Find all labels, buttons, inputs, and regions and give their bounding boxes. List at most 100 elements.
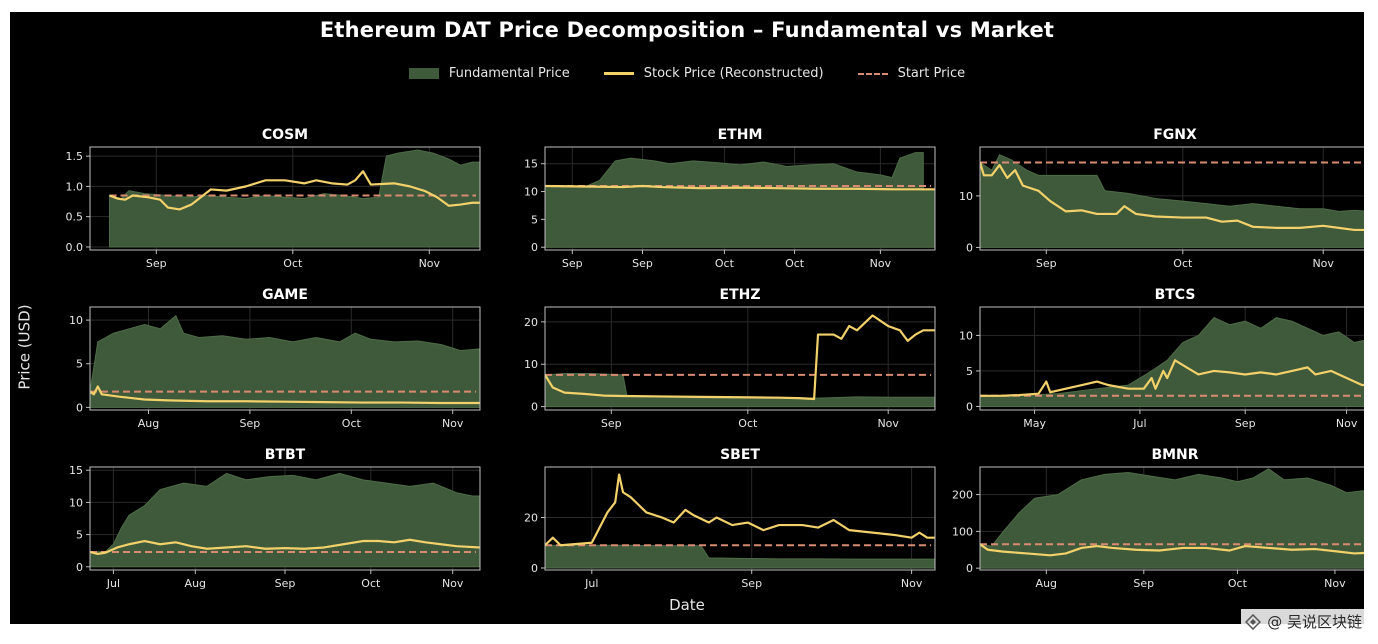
- legend-label-stock: Stock Price (Reconstructed): [643, 66, 824, 81]
- y-tick-label: 10: [524, 358, 538, 371]
- x-tick-label: Sep: [1133, 577, 1154, 590]
- y-tick-label: 0: [531, 401, 538, 414]
- x-tick-label: May: [1023, 417, 1046, 430]
- watermark-text: @ 吴说区块链: [1267, 613, 1362, 631]
- y-tick-label: 20: [524, 316, 538, 329]
- y-tick-label: 5: [966, 365, 973, 378]
- figure-title: Ethereum DAT Price Decomposition – Funda…: [319, 18, 1055, 42]
- y-tick-label: 0: [76, 561, 83, 574]
- subplot-title: ETHM: [718, 127, 763, 143]
- fundamental-area: [980, 317, 1364, 407]
- legend-swatch-stock: [603, 72, 634, 75]
- legend-item-stock: Stock Price (Reconstructed): [603, 66, 824, 81]
- x-tick-label: Sep: [1235, 417, 1256, 430]
- stock-price-line: [90, 538, 480, 556]
- x-tick-label: Jul: [106, 577, 120, 590]
- figure-canvas: Ethereum DAT Price Decomposition – Funda…: [10, 12, 1364, 624]
- subplot-title: ETHZ: [720, 287, 761, 303]
- fundamental-area: [90, 472, 480, 568]
- stock-price-line: [980, 359, 1364, 397]
- x-tick-label: Nov: [1324, 577, 1346, 590]
- x-tick-label: Oct: [1173, 257, 1193, 270]
- subplot-cosm: 0.0 0.5 1.0 1.5 Sep Oct Nov COSM: [66, 127, 481, 270]
- y-tick-label: 1.5: [66, 150, 84, 163]
- x-tick-label: Nov: [419, 257, 441, 270]
- fundamental-area: [980, 154, 1364, 248]
- plot-area: [980, 154, 1364, 248]
- subplot-title: GAME: [262, 287, 308, 303]
- y-tick-label: 10: [959, 190, 973, 203]
- stock-price-line: [980, 543, 1364, 557]
- fundamental-area: [109, 149, 480, 248]
- x-tick-label: Oct: [715, 257, 735, 270]
- stock-price-line: [980, 162, 1364, 232]
- x-tick-label: Nov: [442, 417, 464, 430]
- plot-area: [980, 468, 1364, 569]
- y-tick-label: 0: [966, 241, 973, 254]
- plot-area: [545, 473, 935, 569]
- legend-label-fundamental: Fundamental Price: [448, 66, 570, 81]
- y-tick-label: 10: [69, 496, 83, 509]
- x-tick-label: Jul: [1132, 417, 1146, 430]
- x-tick-label: Oct: [785, 257, 805, 270]
- subplot-fgnx: 0 10 Sep Oct Nov FGNX: [959, 127, 1364, 270]
- y-tick-label: 200: [952, 489, 973, 502]
- x-tick-label: Jul: [584, 577, 598, 590]
- y-tick-label: 10: [69, 314, 83, 327]
- diamond-icon: [1245, 613, 1262, 630]
- x-tick-label: Nov: [1312, 257, 1334, 270]
- x-tick-label: Nov: [1336, 417, 1358, 430]
- y-tick-label: 1.0: [66, 180, 84, 193]
- legend-label-start: Start Price: [897, 66, 966, 81]
- x-tick-label: Oct: [1228, 577, 1248, 590]
- axes-frame: [544, 306, 936, 411]
- subplot-bmnr: 0 100 200 Aug Sep Oct Nov BMNR: [952, 447, 1364, 590]
- plot-area: [545, 314, 935, 408]
- y-tick-label: 0: [966, 400, 973, 413]
- subplot-title: SBET: [720, 447, 760, 463]
- y-tick-label: 0: [531, 562, 538, 575]
- x-tick-label: Sep: [562, 257, 583, 270]
- stock-price-line: [545, 314, 935, 401]
- stock-price-line: [90, 385, 480, 405]
- y-tick-label: 5: [531, 213, 538, 226]
- y-tick-label: 0: [531, 241, 538, 254]
- axes-frame: [89, 306, 481, 411]
- axes-frame: [89, 146, 481, 251]
- x-tick-label: Aug: [185, 577, 206, 590]
- x-tick-label: Oct: [342, 417, 362, 430]
- stock-price-line: [109, 170, 480, 211]
- plot-area: [90, 472, 480, 568]
- y-tick-label: 10: [524, 186, 538, 199]
- charts-grid: 0.0 0.5 1.0 1.5 Sep Oct Nov COSM 0 5 10 15 Sep Sep Oct…: [66, 127, 1364, 590]
- x-tick-label: Oct: [361, 577, 381, 590]
- fundamental-area: [545, 152, 935, 248]
- axes-frame: [979, 146, 1364, 251]
- subplot-sbet: 0 20 Jul Sep Nov SBET: [524, 447, 936, 590]
- subplot-title: FGNX: [1153, 127, 1197, 143]
- plot-area: [545, 152, 935, 248]
- fundamental-area: [90, 314, 480, 408]
- fundamental-area: [545, 373, 935, 408]
- axes-frame: [979, 466, 1364, 571]
- x-tick-label: Sep: [275, 577, 296, 590]
- x-tick-label: Nov: [442, 577, 464, 590]
- y-tick-label: 0.0: [66, 241, 84, 254]
- y-tick-label: 20: [524, 511, 538, 524]
- subplot-btbt: 0 5 10 15 Jul Aug Sep Oct Nov BTBT: [69, 447, 481, 590]
- stock-price-line: [545, 184, 935, 191]
- subplot-ethm: 0 5 10 15 Sep Sep Oct Oct Nov ETHM: [524, 127, 936, 270]
- x-tick-label: Sep: [741, 577, 762, 590]
- x-tick-label: Nov: [877, 417, 899, 430]
- subplot-title: BMNR: [1151, 447, 1198, 463]
- y-tick-label: 5: [76, 358, 83, 371]
- plot-area: [109, 149, 480, 248]
- subplot-title: BTCS: [1155, 287, 1196, 303]
- x-tick-label: Sep: [632, 257, 653, 270]
- x-tick-label: Nov: [901, 577, 923, 590]
- x-tick-label: Sep: [240, 417, 261, 430]
- legend-swatch-start: [857, 72, 888, 75]
- y-tick-label: 0: [966, 562, 973, 575]
- x-tick-label: Sep: [601, 417, 622, 430]
- subplot-title: COSM: [262, 127, 308, 143]
